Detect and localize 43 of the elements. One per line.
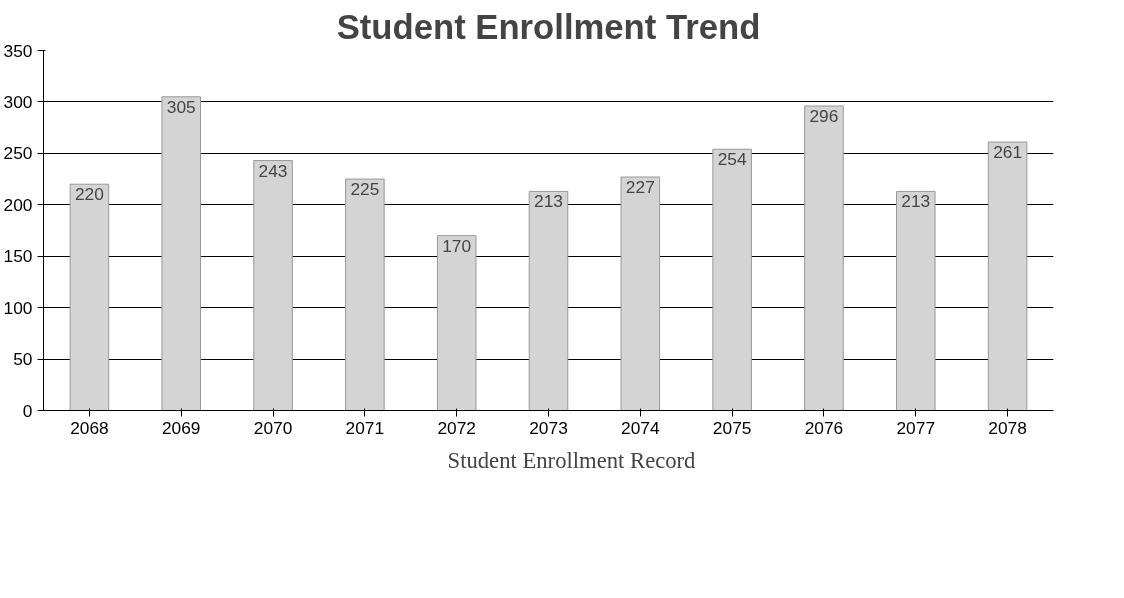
data-label: 243 <box>258 160 288 181</box>
data-label: 213 <box>534 191 563 212</box>
data-label: 220 <box>74 184 104 205</box>
x-tick-label: 2073 <box>529 417 568 438</box>
bar <box>436 235 477 411</box>
data-label: 227 <box>625 177 655 198</box>
bar <box>987 141 1028 411</box>
bar <box>620 176 661 411</box>
x-tick-label: 2078 <box>988 417 1027 438</box>
bar <box>804 105 844 411</box>
data-label: 261 <box>993 142 1023 163</box>
bar <box>161 96 202 411</box>
data-label: 296 <box>809 106 839 127</box>
bar <box>253 160 293 411</box>
x-tick-label: 2075 <box>712 417 752 438</box>
y-tick-label: 150 <box>3 246 33 267</box>
x-tick-label: 2069 <box>161 417 201 438</box>
bar <box>69 183 110 411</box>
bar <box>528 190 569 411</box>
data-label: 225 <box>350 179 380 200</box>
x-tick-label: 2076 <box>804 417 844 438</box>
chart-title: Student Enrollment Trend <box>336 7 761 46</box>
y-tick-label: 100 <box>3 297 33 318</box>
x-tick-label: 2070 <box>253 417 293 438</box>
data-label: 305 <box>166 96 196 117</box>
x-tick-label: 2068 <box>70 417 109 438</box>
bar <box>712 148 752 411</box>
y-tick-label: 250 <box>3 143 33 164</box>
y-tick-label: 300 <box>3 91 33 112</box>
series-label: Student Enrollment Record <box>447 448 696 474</box>
x-tick-label: 2072 <box>437 417 476 438</box>
data-label: 170 <box>442 235 472 256</box>
data-label: 254 <box>717 149 747 170</box>
x-tick-label: 2074 <box>621 417 660 438</box>
data-label: 213 <box>901 191 931 212</box>
bar <box>895 190 936 411</box>
y-tick-label: 0 <box>22 400 33 421</box>
y-tick-label: 200 <box>3 194 33 215</box>
bar <box>345 178 385 411</box>
y-tick-label: 350 <box>3 40 33 61</box>
x-tick-label: 2077 <box>896 417 936 438</box>
y-tick-label: 50 <box>13 349 33 370</box>
x-tick-label: 2071 <box>345 417 385 438</box>
